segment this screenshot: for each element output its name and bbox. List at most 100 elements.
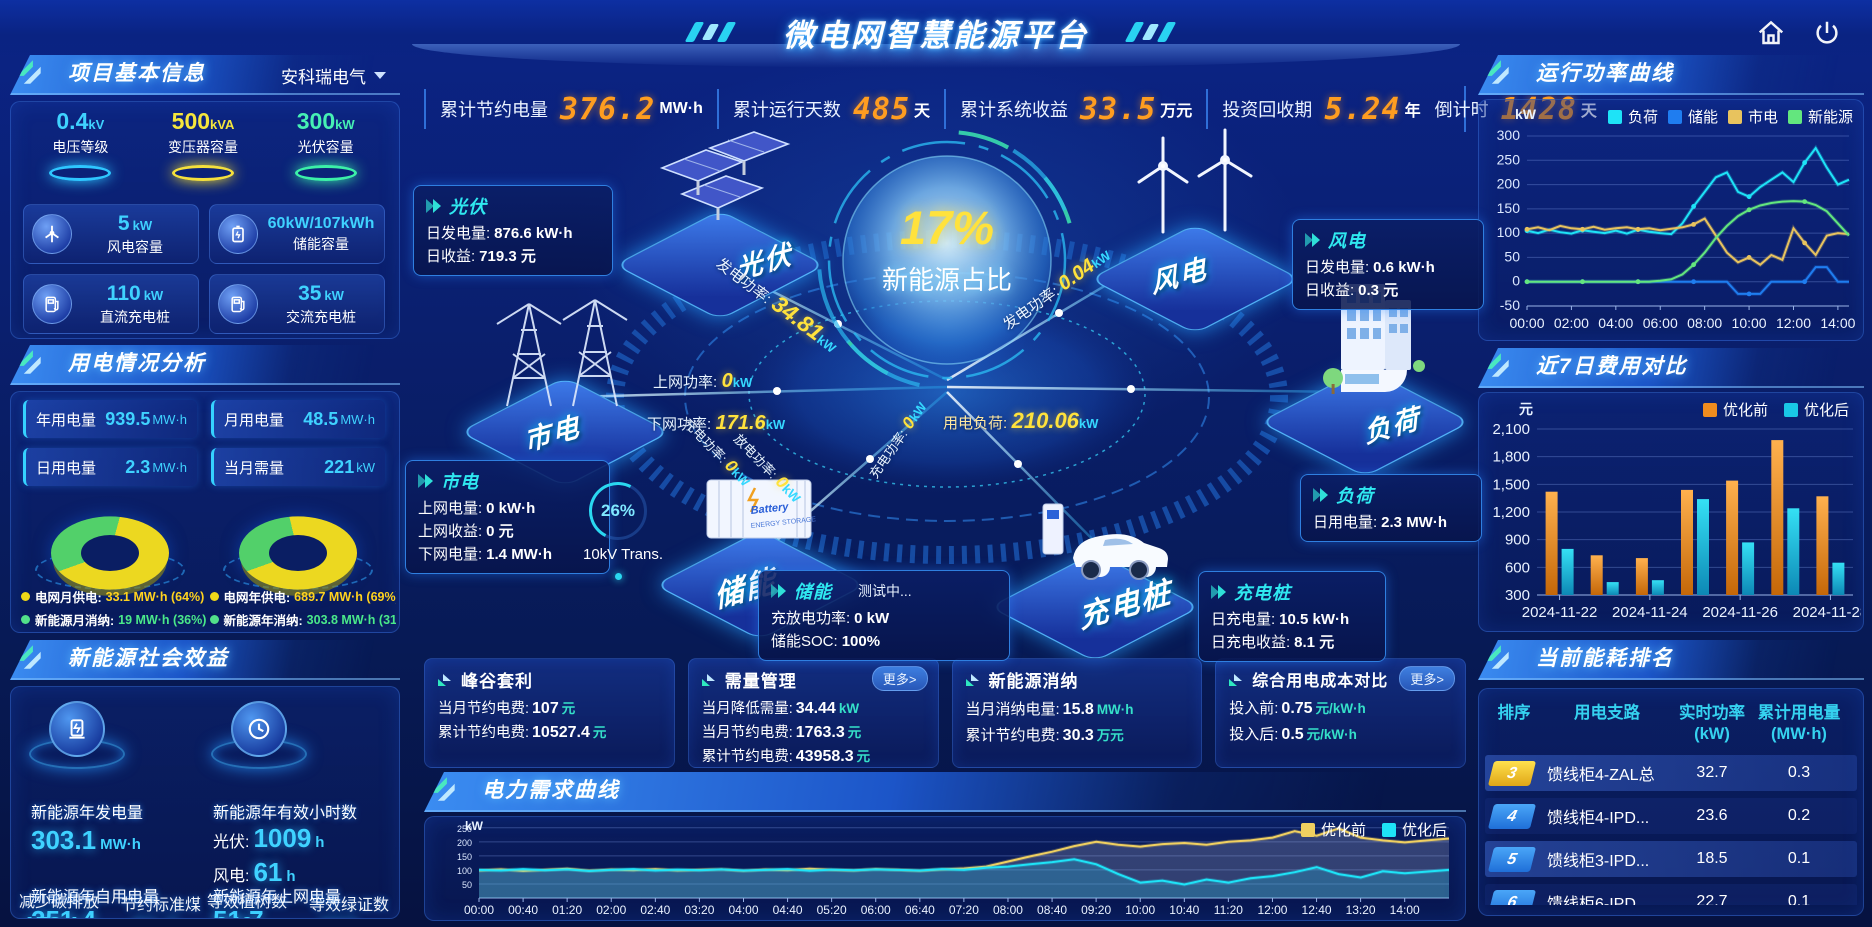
corner-icon <box>438 672 453 687</box>
legend-item: 电网月供电: 33.1 MW·h (64%) <box>21 587 208 606</box>
svg-text:900: 900 <box>1505 532 1530 549</box>
more-button[interactable]: 更多> <box>1399 666 1455 691</box>
svg-text:01:20: 01:20 <box>552 903 582 917</box>
column-header: 实时功率 (kW) <box>1679 704 1745 743</box>
benefit-value: 251.4MW·h <box>31 905 141 918</box>
branch-name: 馈线柜4-IPD... <box>1547 810 1650 827</box>
donut-legend: 电网月供电: 33.1 MW·h (64%) 电网年供电: 689.7 MW·h (… <box>21 587 396 629</box>
wind-info-box: 风电 日发电量: 0.6 kW·h 日收益: 0.3 元 <box>1292 219 1484 310</box>
day-usage-stat: 日用电量 2.3 MW·h <box>23 448 197 486</box>
svg-text:2,100: 2,100 <box>1492 421 1530 438</box>
kpi-value: 5.24 <box>1324 91 1401 127</box>
legend-item: 优化前 <box>1300 819 1366 840</box>
card-label: 交流充电桩 <box>286 308 356 325</box>
panel-title: 近7日费用对比 <box>1536 355 1688 378</box>
svg-text:1,200: 1,200 <box>1492 504 1530 521</box>
ranking-row[interactable]: 6 馈线柜6-IPD... 22.7 0.1 <box>1485 884 1857 905</box>
benefit-label: 新能源年自用电量 <box>31 889 160 906</box>
demand-chart-area: kW 优化前 优化后 50 100 150 200 250 00:00 00:40 01:20… <box>424 816 1466 921</box>
charger-info-box: 充电桩 日充电量: 10.5 kW·h 日充电收益: 8.1 元 <box>1198 571 1386 662</box>
card-unit: kW <box>132 217 153 233</box>
kpi-saved-energy: 累计节约电量 376.2 MW·h <box>424 89 717 129</box>
ac-charger-card: 35 kW 交流充电桩 <box>209 274 385 334</box>
svg-text:14:00: 14:00 <box>1390 903 1420 917</box>
load-info-box: 负荷 日用电量: 2.3 MW·h <box>1300 474 1482 542</box>
wind-hours-value: 风电: 61 h <box>213 857 296 887</box>
column-header: 排序 <box>1497 704 1531 722</box>
stat-value: 300 <box>296 108 336 134</box>
kpi-value: 376.2 <box>560 91 656 127</box>
chevron-icon <box>418 474 434 488</box>
panel-title: 电力需求曲线 <box>482 779 620 802</box>
year-donut-chart <box>239 516 357 590</box>
chevron-down-icon <box>374 72 386 79</box>
legend-item: 优化后 <box>1783 399 1849 420</box>
demand-legend: 优化前 优化后 <box>1300 819 1447 840</box>
panel-corner-icon <box>17 645 41 669</box>
box-title: 市电 <box>441 472 479 492</box>
home-button[interactable] <box>1756 18 1786 48</box>
svg-text:2024-11-28: 2024-11-28 <box>1793 604 1861 621</box>
column-header: 用电支路 <box>1574 704 1640 722</box>
company-selector[interactable]: 安科瑞电气 <box>281 63 386 88</box>
spotlight-stats: 0.4kV 电压等级 500kVA 变压器容量 300kW 光伏容量 <box>19 108 387 181</box>
svg-text:150: 150 <box>457 852 472 862</box>
power-button[interactable] <box>1812 18 1842 48</box>
wind-capacity-card: 5 kW 风电容量 <box>23 204 199 264</box>
kpi-unit: MW·h <box>659 100 703 117</box>
rank-badge: 6 <box>1487 889 1537 905</box>
rank-badge: 3 <box>1487 760 1537 786</box>
corner-icon <box>965 672 981 687</box>
panel-title: 新能源社会效益 <box>68 647 229 670</box>
panel-corner-icon <box>17 350 41 374</box>
svg-text:12:00: 12:00 <box>1257 903 1287 917</box>
dc-charger-card: 110 kW 直流充电桩 <box>23 274 199 334</box>
svg-text:Battery: Battery <box>750 501 790 517</box>
stat-unit: kV <box>88 117 105 132</box>
usage-stats: 年用电量 939.5 MW·h 月用电量 48.5 MW·h 日用电量 2.3 MW·h 当… <box>23 400 385 486</box>
clock-icon <box>231 701 287 757</box>
total-energy: 0.2 <box>1787 807 1811 824</box>
stat-value: 500 <box>171 108 211 134</box>
benefit-label: 节约标准煤 <box>121 897 202 914</box>
card-value: 5 <box>117 211 130 235</box>
chevron-icon <box>1305 233 1321 247</box>
power-legend: 负荷 储能 市电 新能源 <box>1607 106 1853 127</box>
svg-text:08:40: 08:40 <box>1037 903 1067 917</box>
svg-text:50: 50 <box>462 880 472 890</box>
ranking-row[interactable]: 4 馈线柜4-IPD... 23.6 0.2 <box>1485 798 1857 834</box>
box-title: 储能 <box>794 582 832 602</box>
svg-text:600: 600 <box>1505 559 1530 576</box>
box-title: 充电桩 <box>1234 583 1291 603</box>
svg-text:06:00: 06:00 <box>1643 315 1678 331</box>
renewable-share-label: 新能源占比 <box>881 265 1012 295</box>
storage-info-box: 储能 测试中... 充放电功率: 0 kW 储能SOC: 100% <box>758 570 1010 661</box>
kpi-value: 33.5 <box>1080 91 1157 127</box>
cost-legend: 优化前 优化后 <box>1702 399 1849 420</box>
svg-text:0: 0 <box>1512 273 1520 289</box>
kpi-label: 倒计时 <box>1434 100 1489 120</box>
energy-flow-diagram: 17% 新能源占比 光伏 风电 <box>405 112 1484 663</box>
corner-icon <box>701 672 717 687</box>
chevron-icon <box>1211 585 1227 599</box>
legend-item: 新能源 <box>1787 106 1853 127</box>
ranking-row[interactable]: 3 馈线柜4-ZAL总 32.7 0.3 <box>1485 755 1857 791</box>
power-curve-chart: -50 0 50 100 150 200 250 300 00:00 02:00 04:00 06:0… <box>1481 126 1861 338</box>
realtime-power: 22.7 <box>1696 893 1728 905</box>
svg-text:11:20: 11:20 <box>1214 903 1243 917</box>
kpi-unit: 年 <box>1404 103 1421 120</box>
svg-text:02:00: 02:00 <box>596 903 626 917</box>
benefit-label: 新能源年有效小时数 <box>213 805 358 822</box>
ranking-row[interactable]: 5 馈线柜3-IPD... 18.5 0.1 <box>1485 841 1857 877</box>
card-value: 60kW/107kWh <box>267 214 375 232</box>
svg-text:12:40: 12:40 <box>1302 903 1332 917</box>
gauge-label: 10kV Trans. <box>583 546 664 563</box>
legend-item: 电网年供电: 689.7 MW·h (69%) <box>209 587 396 606</box>
svg-text:10:00: 10:00 <box>1732 315 1767 331</box>
more-button[interactable]: 更多> <box>871 666 928 691</box>
svg-text:06:00: 06:00 <box>861 903 891 917</box>
svg-text:04:00: 04:00 <box>1598 315 1633 331</box>
svg-text:05:20: 05:20 <box>817 903 847 917</box>
pv-hours-value: 光伏: 1009 h <box>213 823 325 853</box>
grid-info-box: 市电 上网电量: 0 kW·h 上网收益: 0 元 下网电量: 1.4 MW·h <box>405 460 610 574</box>
